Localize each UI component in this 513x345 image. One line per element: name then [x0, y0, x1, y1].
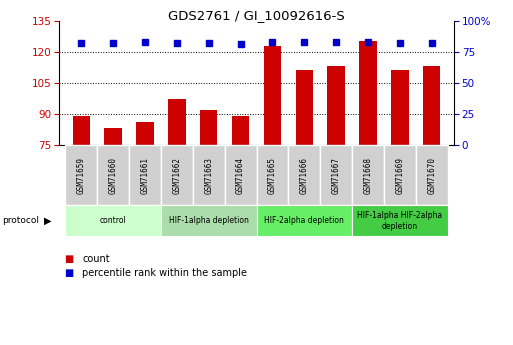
- Bar: [391, 70, 409, 145]
- Bar: [129, 145, 161, 205]
- Text: percentile rank within the sample: percentile rank within the sample: [82, 268, 247, 277]
- Bar: [288, 145, 320, 205]
- Bar: [72, 116, 90, 145]
- Bar: [65, 205, 161, 236]
- Text: GSM71667: GSM71667: [331, 157, 341, 194]
- Bar: [225, 145, 256, 205]
- Bar: [65, 145, 97, 205]
- Bar: [352, 145, 384, 205]
- Text: GSM71660: GSM71660: [109, 157, 117, 194]
- Text: HIF-1alpha depletion: HIF-1alpha depletion: [169, 216, 249, 225]
- Text: GSM71661: GSM71661: [141, 157, 149, 194]
- Bar: [416, 145, 448, 205]
- Bar: [256, 145, 288, 205]
- Bar: [423, 66, 441, 145]
- Text: GSM71668: GSM71668: [364, 157, 372, 194]
- Text: GSM71659: GSM71659: [77, 157, 86, 194]
- Bar: [200, 110, 218, 145]
- Text: GSM71669: GSM71669: [396, 157, 404, 194]
- Text: GSM71662: GSM71662: [172, 157, 182, 194]
- Bar: [352, 205, 448, 236]
- Text: GDS2761 / GI_10092616-S: GDS2761 / GI_10092616-S: [168, 9, 345, 22]
- Text: ■: ■: [64, 268, 73, 277]
- Bar: [359, 41, 377, 145]
- Text: GSM71663: GSM71663: [204, 157, 213, 194]
- Bar: [256, 205, 352, 236]
- Text: HIF-1alpha HIF-2alpha
depletion: HIF-1alpha HIF-2alpha depletion: [357, 211, 442, 230]
- Bar: [295, 70, 313, 145]
- Text: control: control: [100, 216, 127, 225]
- Bar: [161, 145, 193, 205]
- Bar: [97, 145, 129, 205]
- Text: ▶: ▶: [44, 216, 51, 226]
- Text: HIF-2alpha depletion: HIF-2alpha depletion: [264, 216, 344, 225]
- Text: GSM71670: GSM71670: [427, 157, 436, 194]
- Bar: [327, 66, 345, 145]
- Bar: [136, 122, 154, 145]
- Bar: [264, 46, 281, 145]
- Text: GSM71664: GSM71664: [236, 157, 245, 194]
- Bar: [232, 116, 249, 145]
- Text: GSM71665: GSM71665: [268, 157, 277, 194]
- Bar: [193, 145, 225, 205]
- Bar: [104, 128, 122, 145]
- Bar: [168, 99, 186, 145]
- Bar: [320, 145, 352, 205]
- Bar: [384, 145, 416, 205]
- Text: count: count: [82, 254, 110, 264]
- Text: ■: ■: [64, 254, 73, 264]
- Text: GSM71666: GSM71666: [300, 157, 309, 194]
- Text: protocol: protocol: [3, 216, 40, 225]
- Bar: [161, 205, 256, 236]
